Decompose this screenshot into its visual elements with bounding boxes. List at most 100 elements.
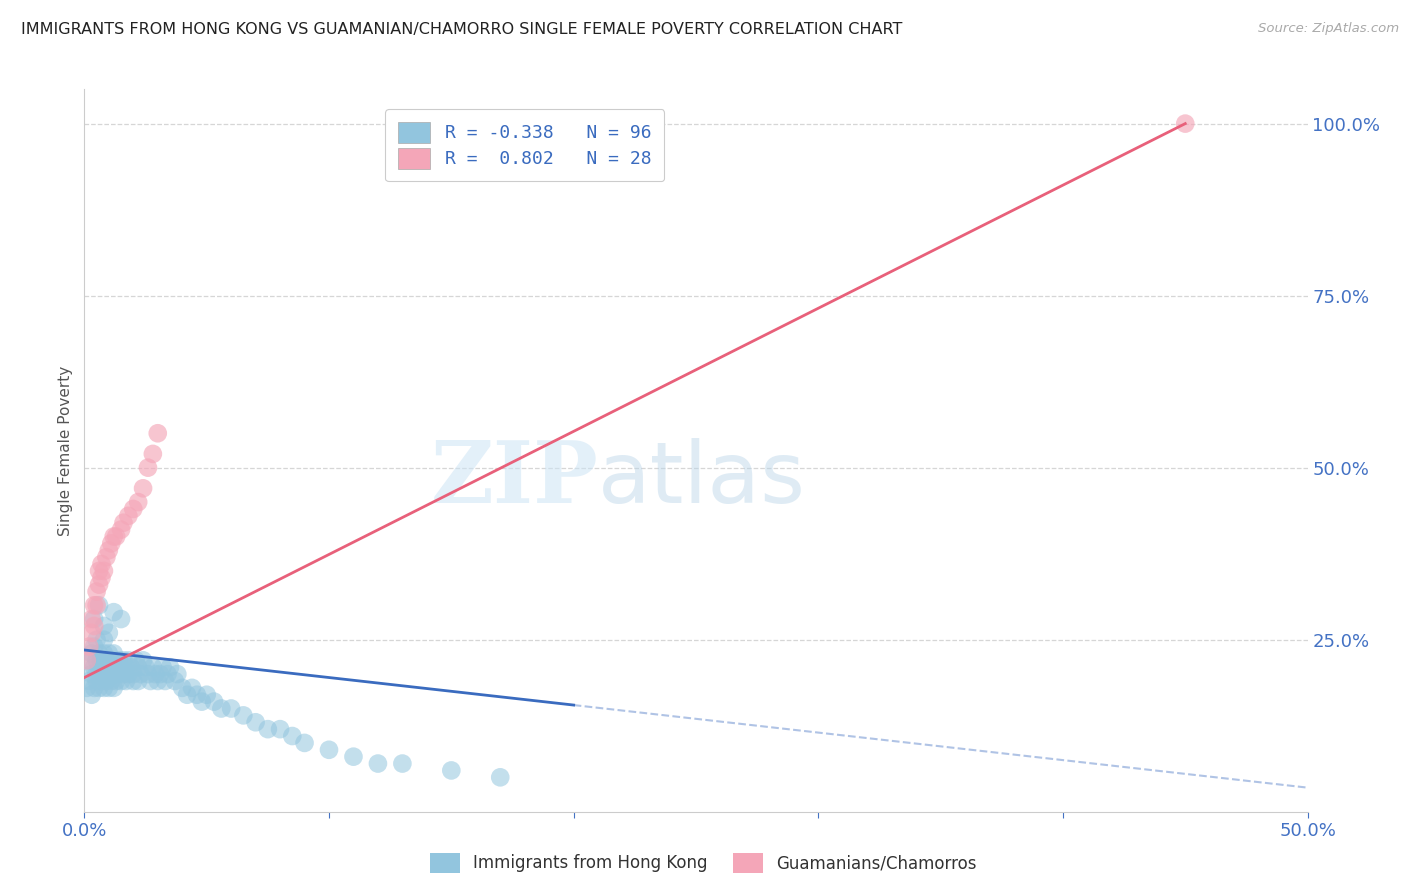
Point <box>489 770 512 784</box>
Point <box>80 625 103 640</box>
Point <box>80 667 103 681</box>
Point <box>122 502 145 516</box>
Point <box>195 688 218 702</box>
Point <box>83 612 105 626</box>
Point <box>146 426 169 441</box>
Point <box>90 557 112 571</box>
Point <box>136 667 159 681</box>
Point <box>97 543 120 558</box>
Point <box>232 708 254 723</box>
Point <box>202 695 225 709</box>
Point <box>93 681 115 695</box>
Point <box>93 619 115 633</box>
Point <box>122 667 145 681</box>
Point <box>127 673 149 688</box>
Text: ZIP: ZIP <box>430 437 598 521</box>
Point <box>93 667 115 681</box>
Point <box>135 660 157 674</box>
Point <box>107 667 129 681</box>
Point <box>281 729 304 743</box>
Point <box>143 667 166 681</box>
Point <box>77 673 100 688</box>
Point <box>105 660 128 674</box>
Point <box>87 577 110 591</box>
Point <box>122 673 145 688</box>
Point <box>76 681 98 695</box>
Legend: R = -0.338   N = 96, R =  0.802   N = 28: R = -0.338 N = 96, R = 0.802 N = 28 <box>385 109 664 181</box>
Point <box>93 632 115 647</box>
Point <box>97 681 120 695</box>
Point <box>136 460 159 475</box>
Point <box>294 736 316 750</box>
Text: IMMIGRANTS FROM HONG KONG VS GUAMANIAN/CHAMORRO SINGLE FEMALE POVERTY CORRELATIO: IMMIGRANTS FROM HONG KONG VS GUAMANIAN/C… <box>21 22 903 37</box>
Point <box>209 701 232 715</box>
Point <box>86 632 108 647</box>
Point <box>77 653 100 667</box>
Point <box>117 667 139 681</box>
Point <box>103 681 125 695</box>
Point <box>142 660 165 674</box>
Point <box>86 673 108 688</box>
Point <box>87 667 110 681</box>
Point <box>83 599 105 613</box>
Point <box>80 647 103 661</box>
Point <box>87 660 110 674</box>
Point <box>87 564 110 578</box>
Point <box>86 653 108 667</box>
Y-axis label: Single Female Poverty: Single Female Poverty <box>58 366 73 535</box>
Point <box>245 715 267 730</box>
Point <box>139 673 162 688</box>
Point <box>153 673 176 688</box>
Point <box>93 564 115 578</box>
Point <box>110 523 132 537</box>
Point <box>172 681 194 695</box>
Point <box>83 681 105 695</box>
Point <box>87 599 110 613</box>
Point <box>103 605 125 619</box>
Point <box>112 667 135 681</box>
Point <box>110 612 132 626</box>
Point <box>129 667 152 681</box>
Point <box>80 612 103 626</box>
Point <box>105 529 128 543</box>
Point <box>96 653 118 667</box>
Point <box>125 653 148 667</box>
Point <box>100 653 122 667</box>
Point <box>132 653 155 667</box>
Point <box>80 688 103 702</box>
Point <box>149 667 172 681</box>
Point <box>105 673 128 688</box>
Point <box>90 571 112 585</box>
Point <box>110 660 132 674</box>
Point <box>112 653 135 667</box>
Point <box>100 660 122 674</box>
Point <box>87 647 110 661</box>
Point <box>100 673 122 688</box>
Point <box>83 660 105 674</box>
Point <box>90 660 112 674</box>
Point <box>191 695 214 709</box>
Point <box>181 681 204 695</box>
Point <box>318 743 340 757</box>
Point <box>219 701 242 715</box>
Point <box>152 660 174 674</box>
Point <box>391 756 413 771</box>
Point <box>142 447 165 461</box>
Point <box>90 673 112 688</box>
Point <box>127 660 149 674</box>
Point <box>159 660 181 674</box>
Point <box>83 619 105 633</box>
Point <box>166 667 188 681</box>
Text: atlas: atlas <box>598 438 806 521</box>
Point <box>110 673 132 688</box>
Point <box>107 653 129 667</box>
Point <box>87 681 110 695</box>
Point <box>186 688 208 702</box>
Point <box>93 647 115 661</box>
Point <box>115 660 138 674</box>
Point <box>176 688 198 702</box>
Point <box>1174 117 1197 131</box>
Point <box>86 667 108 681</box>
Point <box>97 647 120 661</box>
Point <box>342 749 364 764</box>
